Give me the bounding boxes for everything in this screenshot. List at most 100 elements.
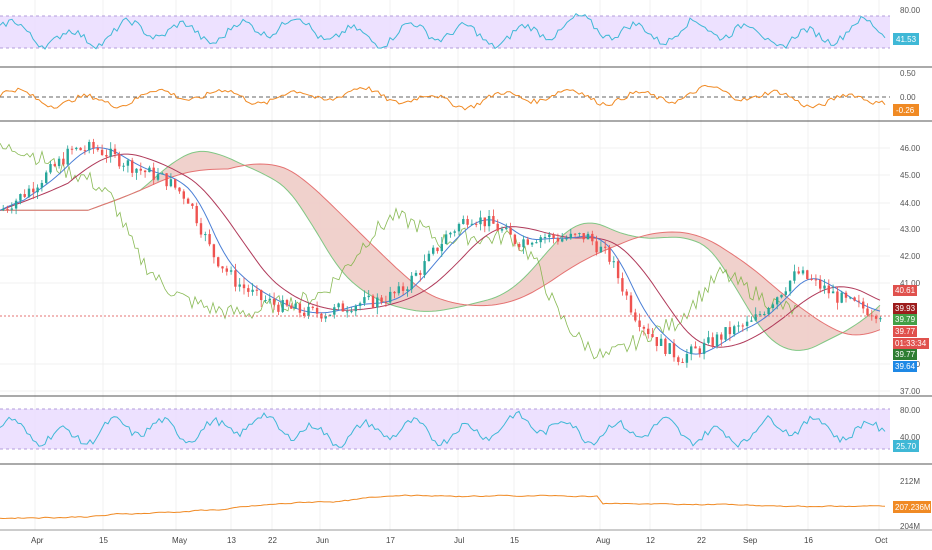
candle-body: [879, 318, 882, 320]
candle-body: [823, 285, 826, 289]
rsi-top-line: [0, 13, 886, 50]
candle-body: [810, 278, 813, 280]
candle-body: [677, 357, 680, 362]
x-label-oct: Oct: [875, 536, 888, 545]
candle-body: [483, 217, 486, 227]
candle-body: [591, 233, 594, 242]
candle-body: [552, 234, 555, 239]
candle-body: [174, 179, 177, 188]
candle-body: [178, 187, 181, 192]
candle-body: [152, 167, 155, 180]
rsi-top-value-text: 41.53: [896, 35, 917, 44]
oscillator-value-tag: [893, 104, 919, 116]
candle-body: [156, 174, 160, 180]
candle-body: [169, 179, 173, 187]
candle-body: [40, 182, 44, 188]
price-tag-bg: [893, 338, 929, 349]
price-tag-text: 39.77: [895, 350, 916, 359]
oscillator-line: [0, 84, 886, 111]
candle-body: [182, 191, 185, 199]
candle-body: [668, 343, 671, 354]
candle-body: [556, 238, 560, 242]
candle-body: [651, 334, 654, 338]
candle-body: [500, 229, 504, 231]
rsi-bottom-pane[interactable]: [0, 408, 890, 450]
candle-body: [586, 233, 590, 240]
candle-body: [238, 284, 241, 287]
price-tag-bg: [893, 349, 917, 360]
candle-body: [543, 237, 547, 239]
candle-body: [741, 325, 744, 327]
candle-body: [23, 194, 26, 197]
volume-value-text: 207.236M: [895, 503, 931, 512]
candle-body: [604, 246, 607, 248]
candle-body: [535, 242, 538, 244]
candle-body: [638, 320, 641, 327]
candle-body: [118, 153, 121, 167]
candle-body: [96, 147, 99, 150]
candle-body: [707, 337, 710, 343]
candle-body: [844, 292, 848, 298]
candle-body: [212, 244, 216, 258]
candle-body: [303, 312, 306, 317]
price-value-tags: 40.61 39.93 39.79 39.77 01:33:34 39.77 39.64: [893, 285, 929, 372]
candle-body: [367, 295, 370, 298]
candle-body: [2, 208, 5, 211]
rsi-top-pane[interactable]: [0, 13, 890, 50]
candle-body: [135, 168, 138, 173]
candle-body: [165, 173, 168, 187]
candle-body: [857, 300, 861, 302]
candle-body: [393, 291, 396, 294]
candle-body: [621, 278, 624, 292]
price-pane[interactable]: [0, 138, 890, 368]
candle-body: [410, 275, 413, 290]
tenkan-sen-line: [0, 147, 881, 355]
candle-body: [290, 305, 293, 309]
x-label-17-jun: 17: [386, 536, 395, 545]
candle-body: [161, 173, 164, 175]
candle-body: [225, 268, 228, 272]
rsi-top-band: [0, 16, 890, 48]
x-label-15-jul: 15: [510, 536, 519, 545]
candle-body: [862, 301, 865, 309]
candle-body: [358, 303, 362, 306]
candle-body: [664, 338, 667, 354]
candle-body: [758, 314, 762, 316]
candle-body: [88, 141, 91, 151]
candle-body: [324, 316, 327, 319]
candle-body: [376, 297, 379, 308]
candle-body: [479, 217, 482, 225]
candle-body: [195, 205, 198, 224]
price-tick-43: 43.00: [900, 225, 921, 234]
time-axis[interactable]: Apr 15 May 13 22 Jun 17 Jul 15 Aug 12 22…: [31, 536, 888, 545]
candle-body: [57, 158, 61, 167]
price-tag-text: 40.61: [895, 286, 916, 295]
rsi-bottom-line: [0, 410, 886, 448]
candle-body: [105, 154, 108, 157]
candle-body: [186, 198, 190, 204]
rsi-bottom-band: [0, 409, 890, 449]
volume-pane[interactable]: [0, 494, 886, 520]
candle-body: [733, 326, 736, 335]
candle-body: [444, 234, 448, 244]
candle-body: [530, 242, 534, 245]
candle-body: [311, 306, 314, 308]
candle-body: [582, 233, 585, 240]
candle-body: [70, 148, 74, 150]
candle-body: [819, 279, 822, 289]
x-label-22-aug: 22: [697, 536, 706, 545]
candle-body: [573, 233, 577, 235]
x-label-22-may: 22: [268, 536, 277, 545]
candle-body: [518, 244, 521, 248]
candle-body: [492, 216, 495, 224]
price-tick-46: 46.00: [900, 144, 921, 153]
chikou-span-line: [0, 143, 799, 360]
candle-body: [612, 261, 615, 263]
candle-body: [788, 280, 792, 292]
candle-body: [191, 203, 194, 206]
oscillator-pane[interactable]: [0, 84, 890, 111]
volume-value-tag: [893, 501, 931, 513]
candle-body: [608, 247, 611, 262]
candle-body: [328, 314, 332, 317]
